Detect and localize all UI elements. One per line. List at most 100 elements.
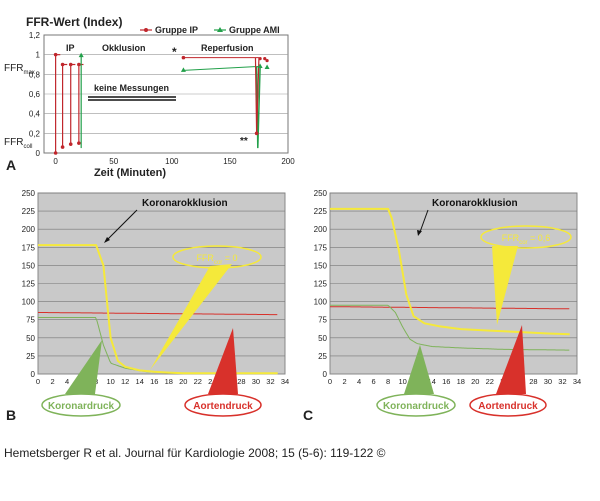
coronary-label-c: Koronardruck [383, 401, 450, 412]
legend-ip-marker [144, 28, 148, 32]
panel-b-ytick: 250 [22, 189, 36, 198]
panel-b-ytick: 75 [26, 316, 35, 325]
ip-point [60, 145, 65, 149]
panel-b-ytick: 50 [26, 334, 35, 343]
ami-reperfusion-line [183, 65, 259, 71]
panel-c-xtick: 22 [486, 377, 494, 386]
panel-c-xtick: 10 [398, 377, 406, 386]
panel-b-xtick: 30 [252, 377, 260, 386]
panel-b-xtick: 2 [50, 377, 54, 386]
ip-point [263, 57, 267, 61]
panel-b-xtick: 14 [136, 377, 144, 386]
panel-c-letter: C [303, 407, 313, 423]
arrow-koronarokklusion-b [106, 209, 138, 241]
panel-b-xtick: 10 [106, 377, 114, 386]
panel-c-ffr-line [330, 207, 570, 336]
panel-b-letter: B [6, 407, 16, 423]
panel-b-plot-area [37, 192, 286, 375]
panel-c-xtick: 2 [342, 377, 346, 386]
panel-c-xtick: 6 [372, 377, 376, 386]
ip-point [181, 55, 186, 60]
annotation-double-star: ** [240, 136, 248, 147]
aortic-label-b: Aortendruck [193, 401, 253, 412]
panel-b-ticks: 0255075100125150175200225250024681012141… [22, 189, 290, 386]
arrowhead-koronarokklusion-b [104, 237, 110, 243]
ffr-pointer-b [150, 264, 232, 370]
panel-a-xtick: 50 [109, 157, 118, 166]
panel-c-xtick: 28 [529, 377, 537, 386]
panel-c-plot-area [329, 192, 578, 375]
panel-c-xtick: 20 [471, 377, 479, 386]
panel-a-ytick: 0,4 [29, 110, 41, 119]
panel-b-ytick: 150 [22, 261, 36, 270]
panel-c-ytick: 150 [314, 261, 328, 270]
panel-a-ytick: 0,8 [29, 70, 41, 79]
ami-point [180, 67, 186, 72]
annotation-okklusion: Okklusion [102, 43, 146, 53]
panel-c-xtick: 30 [544, 377, 552, 386]
panel-b-ytick: 0 [31, 370, 36, 379]
panel-c-xtick: 18 [457, 377, 465, 386]
aortic-ellipse-c [469, 393, 547, 417]
ip-point [68, 62, 73, 67]
panel-a-xtick: 150 [223, 157, 237, 166]
panel-b-xtick: 34 [281, 377, 289, 386]
panel-b-xtick: 24 [208, 377, 216, 386]
ami-drop [255, 66, 261, 149]
legend-ami-label: Gruppe AMI [229, 25, 280, 35]
coronary-pointer-b [65, 340, 102, 394]
panel-c-ytick: 25 [318, 352, 327, 361]
panel-b-xtick: 18 [165, 377, 173, 386]
annotation-ip: IP [66, 43, 75, 53]
ip-point [60, 62, 65, 67]
panel-a-ytick: 0,2 [29, 129, 41, 138]
ffr-coll-label: FFRcoll [4, 137, 32, 150]
ip-point [53, 151, 58, 155]
annotation-keine-messungen: keine Messungen [94, 83, 169, 93]
panel-a: FFR-Wert (Index) 0 0,2 0,4 0,6 0,8 1 1,2 0 50 100… [4, 15, 295, 179]
annotation-star: * [172, 45, 177, 59]
annotation-koronarokklusion-b: Koronarokklusion [142, 198, 228, 209]
panel-c-ytick: 200 [314, 225, 328, 234]
panel-c-ytick: 250 [314, 189, 328, 198]
panel-c-ytick: 75 [318, 316, 327, 325]
arrow-koronarokklusion-c [419, 209, 429, 233]
annotation-koronarokklusion-c: Koronarokklusion [432, 198, 518, 209]
ip-point [265, 58, 269, 63]
legend-ami-marker [217, 27, 223, 32]
panel-b-aortic-pressure-line [38, 312, 278, 316]
panel-c-ytick: 0 [323, 370, 328, 379]
ffr-pointer-c [492, 246, 518, 325]
panel-c-ytick: 100 [314, 298, 328, 307]
panel-c-xtick: 34 [573, 377, 581, 386]
ffr-ellipse-b [172, 245, 262, 269]
panel-c-xtick: 0 [328, 377, 332, 386]
legend-ip-label: Gruppe IP [155, 25, 198, 35]
panel-a-ytick: 1,2 [29, 31, 41, 40]
ip-point [68, 142, 73, 146]
panel-b-xtick: 16 [150, 377, 158, 386]
aortic-ellipse-b [184, 393, 262, 417]
panel-c-xtick: 14 [428, 377, 436, 386]
aortic-pointer-c [496, 325, 526, 394]
panel-c-ytick: 175 [314, 243, 328, 252]
panel-b-xtick: 22 [194, 377, 202, 386]
coronary-ellipse-c [376, 393, 456, 417]
panel-c-ytick: 225 [314, 207, 328, 216]
panel-b-ytick: 125 [22, 280, 36, 289]
panel-a-xtick: 100 [165, 157, 179, 166]
panel-b-ytick: 100 [22, 298, 36, 307]
arrowhead-koronarokklusion-c [417, 230, 422, 236]
ami-point [264, 64, 270, 69]
panel-b-xtick: 28 [237, 377, 245, 386]
panel-b-ytick: 25 [26, 352, 35, 361]
ip-point [258, 57, 262, 61]
ffr-max-label: FFRmax [4, 63, 35, 76]
panel-c-xtick: 8 [386, 377, 390, 386]
ffr-label-c: FFRcor = 0,6 [502, 233, 551, 246]
panel-a-ytick: 0,6 [29, 90, 41, 99]
panel-a-title: FFR-Wert (Index) [26, 15, 122, 29]
ip-point [254, 131, 259, 136]
aortic-label-c: Aortendruck [478, 401, 538, 412]
panel-a-ytick: 1 [36, 51, 41, 60]
